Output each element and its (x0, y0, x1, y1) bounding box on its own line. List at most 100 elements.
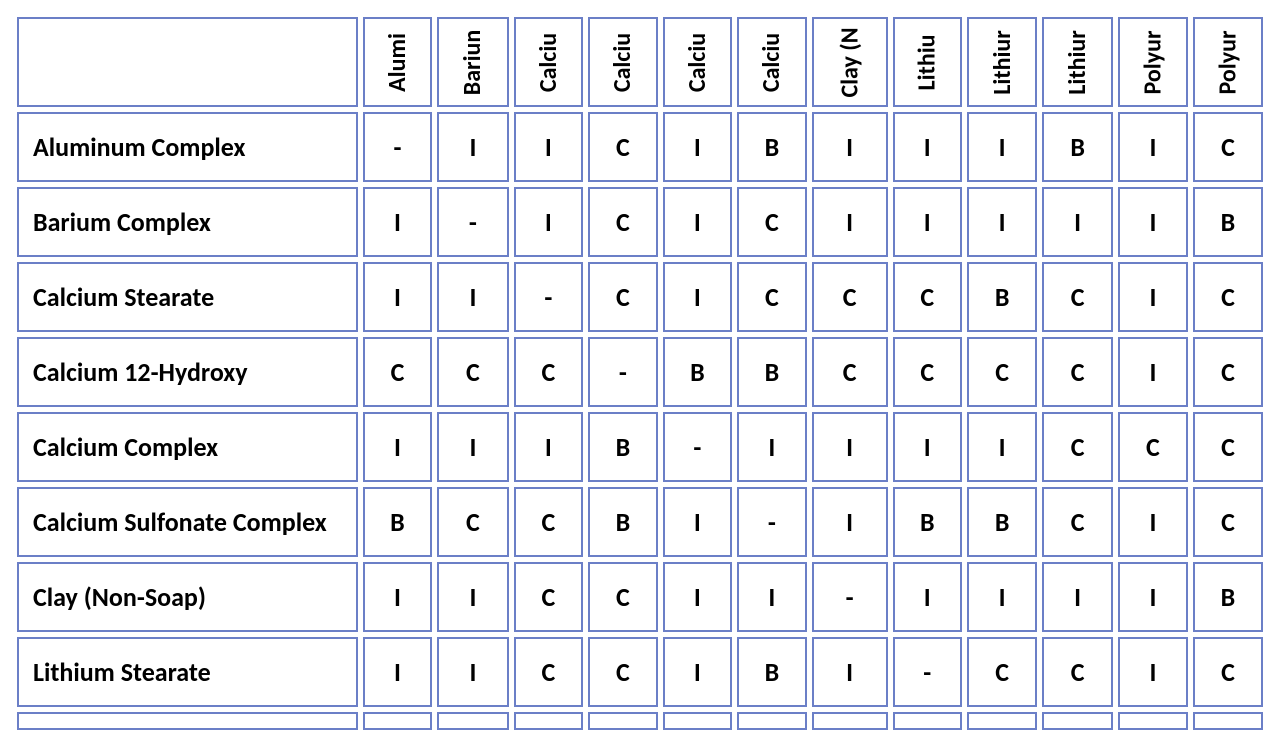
compatibility-cell: B (967, 487, 1038, 557)
compatibility-cell: C (893, 262, 962, 332)
compatibility-cell: B (363, 487, 432, 557)
col-header-label: Lithiu (913, 34, 942, 90)
compatibility-cell: I (1042, 562, 1113, 632)
col-header: Alumi (363, 17, 432, 107)
row-label: Calcium Complex (17, 412, 358, 482)
compatibility-cell: I (1118, 262, 1188, 332)
compatibility-cell (363, 712, 432, 730)
compatibility-cell: B (588, 487, 657, 557)
header-blank (17, 17, 358, 107)
compatibility-cell: C (588, 187, 657, 257)
compatibility-cell: C (1193, 112, 1263, 182)
row-label: Calcium 12-Hydroxy (17, 337, 358, 407)
compatibility-cell: I (1118, 487, 1188, 557)
compatibility-cell: C (1042, 487, 1113, 557)
col-header-label: Lithiur (988, 30, 1017, 95)
compatibility-cell: I (663, 262, 732, 332)
compatibility-cell (893, 712, 962, 730)
table-row: Calcium Sulfonate ComplexBCCBI-IBBCIC (17, 487, 1263, 557)
compatibility-cell: C (514, 337, 583, 407)
compatibility-cell: C (1042, 262, 1113, 332)
compatibility-cell: I (893, 187, 962, 257)
table-row: Clay (Non-Soap)IICCII-IIIIB (17, 562, 1263, 632)
compatibility-cell: I (893, 562, 962, 632)
compatibility-cell: C (437, 487, 508, 557)
compatibility-cell: C (588, 562, 657, 632)
compatibility-cell: - (812, 562, 888, 632)
col-header: Clay (N (812, 17, 888, 107)
compatibility-cell: I (737, 562, 806, 632)
compatibility-cell: C (1193, 412, 1263, 482)
col-header-label: Calciu (608, 32, 637, 91)
compatibility-cell: - (663, 412, 732, 482)
compatibility-cell: C (1193, 262, 1263, 332)
compatibility-cell: C (737, 187, 806, 257)
compatibility-cell: C (363, 337, 432, 407)
compatibility-cell: I (967, 562, 1038, 632)
compatibility-cell: I (514, 112, 583, 182)
compatibility-cell: I (812, 637, 888, 707)
row-label: Clay (Non-Soap) (17, 562, 358, 632)
table-row: Calcium ComplexIIIB-IIIICCC (17, 412, 1263, 482)
compatibility-cell: I (893, 412, 962, 482)
compatibility-cell: - (437, 187, 508, 257)
compatibility-cell: I (437, 637, 508, 707)
compatibility-cell: C (893, 337, 962, 407)
row-label (17, 712, 358, 730)
compatibility-cell: I (363, 187, 432, 257)
compatibility-cell (737, 712, 806, 730)
compatibility-cell: B (588, 412, 657, 482)
row-label: Aluminum Complex (17, 112, 358, 182)
compatibility-cell: I (663, 562, 732, 632)
header-row: Alumi Bariun Calciu Calciu Calciu Calciu… (17, 17, 1263, 107)
col-header: Lithiu (893, 17, 962, 107)
col-header: Calciu (514, 17, 583, 107)
compatibility-cell: B (893, 487, 962, 557)
compatibility-cell: B (663, 337, 732, 407)
compatibility-cell: I (437, 412, 508, 482)
compatibility-cell: C (812, 262, 888, 332)
compatibility-cell: I (663, 187, 732, 257)
compatibility-cell: C (737, 262, 806, 332)
col-header: Polyur (1118, 17, 1188, 107)
compatibility-cell (663, 712, 732, 730)
col-header-label: Calciu (757, 32, 786, 91)
compatibility-cell: C (1118, 412, 1188, 482)
compatibility-cell: I (737, 412, 806, 482)
compatibility-cell: C (514, 637, 583, 707)
compatibility-cell (1193, 712, 1263, 730)
compatibility-cell: B (967, 262, 1038, 332)
compatibility-cell: I (967, 187, 1038, 257)
table-row-partial (17, 712, 1263, 730)
col-header-label: Lithiur (1063, 30, 1092, 95)
col-header: Calciu (737, 17, 806, 107)
compatibility-cell: - (588, 337, 657, 407)
compatibility-cell: I (812, 187, 888, 257)
compatibility-cell: C (588, 637, 657, 707)
col-header: Bariun (437, 17, 508, 107)
compatibility-cell: I (812, 412, 888, 482)
col-header-label: Polyur (1138, 30, 1167, 94)
compatibility-cell: I (363, 562, 432, 632)
compatibility-cell: B (1193, 187, 1263, 257)
compatibility-cell (967, 712, 1038, 730)
compatibility-cell: I (363, 637, 432, 707)
compatibility-cell: I (363, 412, 432, 482)
compatibility-cell: I (812, 487, 888, 557)
row-label: Calcium Stearate (17, 262, 358, 332)
compatibility-cell: I (1118, 637, 1188, 707)
compatibility-cell: - (363, 112, 432, 182)
compatibility-cell: C (588, 262, 657, 332)
compatibility-cell: - (893, 637, 962, 707)
compatibility-cell: C (967, 637, 1038, 707)
col-header: Calciu (588, 17, 657, 107)
table-row: Lithium StearateIICCIBI-CCIC (17, 637, 1263, 707)
compatibility-cell: I (437, 562, 508, 632)
compatibility-cell: I (663, 112, 732, 182)
compatibility-cell: I (663, 487, 732, 557)
compatibility-cell (1042, 712, 1113, 730)
compatibility-cell: I (812, 112, 888, 182)
compatibility-cell (1118, 712, 1188, 730)
compatibility-cell (812, 712, 888, 730)
compatibility-cell: B (737, 637, 806, 707)
